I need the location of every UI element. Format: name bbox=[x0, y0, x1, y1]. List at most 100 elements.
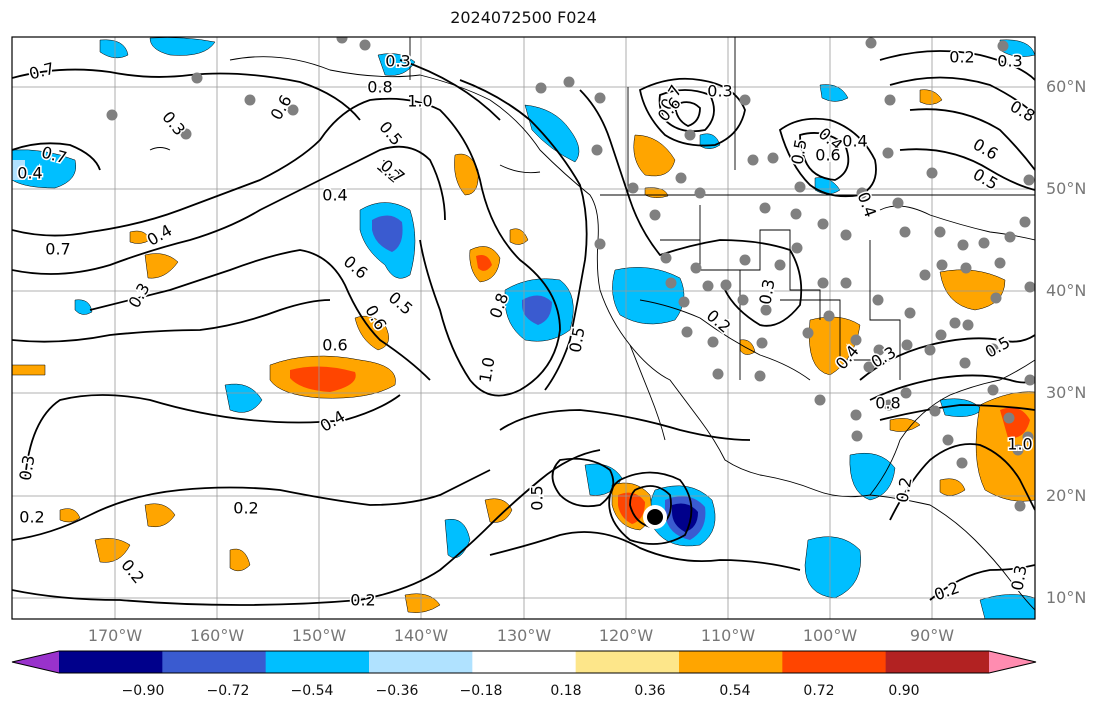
map-frame bbox=[11, 36, 1036, 620]
colorbar-segment bbox=[59, 651, 163, 673]
map-title: 2024072500 F024 bbox=[450, 8, 597, 27]
negative-anomaly-area bbox=[377, 53, 416, 76]
contour-label: 0.2 bbox=[892, 476, 915, 504]
contour-label: 0.7 bbox=[27, 59, 57, 84]
colorbar-tick: 0.18 bbox=[550, 683, 582, 699]
positive-anomaly-area bbox=[939, 478, 966, 496]
contour-label: 0.3 bbox=[755, 278, 778, 306]
lon-label-150w: 150°W bbox=[291, 626, 347, 645]
colorbar-tick: 0.90 bbox=[888, 683, 920, 699]
lon-label-120w: 120°W bbox=[598, 626, 654, 645]
lon-label-100w: 100°W bbox=[802, 626, 858, 645]
contour-label: 0.6 bbox=[322, 336, 347, 355]
positive-anomaly-area bbox=[354, 315, 389, 351]
negative-anomaly-area bbox=[12, 149, 77, 189]
positive-anomaly-area bbox=[509, 228, 529, 245]
contour-label: 1.0 bbox=[1007, 435, 1032, 454]
negative-anomaly-area bbox=[149, 37, 216, 56]
positive-anomaly-area bbox=[889, 418, 921, 432]
positive-anomaly-area bbox=[290, 366, 356, 392]
contour-label: 0.4 bbox=[317, 407, 349, 436]
colorbar-segment bbox=[679, 651, 783, 673]
contour-label: 0.2 bbox=[703, 306, 735, 337]
lon-label-140w: 140°W bbox=[393, 626, 449, 645]
negative-anomaly-area bbox=[979, 594, 1035, 619]
positive-anomaly-area bbox=[404, 593, 441, 613]
positive-anomaly-area bbox=[633, 134, 676, 177]
positive-anomaly-area bbox=[12, 364, 46, 376]
colorbar-segment bbox=[162, 651, 267, 673]
colorbar-tick: −0.36 bbox=[375, 683, 419, 699]
colorbar-segment bbox=[782, 651, 887, 673]
colorbar-segment bbox=[885, 651, 990, 673]
contour-label: 0.5 bbox=[375, 118, 406, 150]
colorbar-tick: 0.72 bbox=[803, 683, 835, 699]
colorbar-extend-min bbox=[12, 651, 59, 673]
colorbar-tick: 0.54 bbox=[719, 683, 751, 699]
negative-anomaly-area bbox=[849, 452, 896, 501]
lon-label-130w: 130°W bbox=[496, 626, 552, 645]
shading-layer bbox=[12, 37, 1035, 619]
positive-anomaly-area bbox=[476, 255, 492, 271]
negative-anomaly-area bbox=[819, 84, 849, 102]
negative-anomaly-area bbox=[99, 39, 129, 59]
contour-label: 0.6 bbox=[267, 92, 296, 124]
colorbar-segment bbox=[472, 651, 577, 673]
positive-anomaly-area bbox=[919, 89, 943, 105]
contour-label: 0.4 bbox=[842, 132, 867, 151]
positive-anomaly-area bbox=[484, 498, 513, 523]
contour-label: 0.8 bbox=[1007, 97, 1039, 126]
contour-label: 0.2 bbox=[19, 508, 44, 527]
colorbar-tick: −0.90 bbox=[121, 683, 165, 699]
positive-anomaly-area bbox=[59, 508, 81, 523]
contour-label: 0.6 bbox=[340, 252, 372, 283]
negative-anomaly-area bbox=[522, 295, 552, 325]
contour-label: 0.4 bbox=[17, 164, 42, 183]
negative-anomaly-area bbox=[444, 518, 471, 559]
lon-label-160w: 160°W bbox=[189, 626, 245, 645]
contour-label: 0.3 bbox=[385, 52, 410, 71]
lat-label-60n: 60°N bbox=[1046, 77, 1087, 96]
contour-label: 0.3 bbox=[1007, 564, 1030, 592]
contour-label: 0.5 bbox=[982, 333, 1014, 362]
station-dots bbox=[106, 37, 1035, 512]
negative-anomaly-area bbox=[372, 215, 403, 252]
contour-label: 1.0 bbox=[407, 92, 432, 111]
lon-label-90w: 90°W bbox=[909, 626, 955, 645]
negative-anomaly-area bbox=[524, 104, 580, 163]
contour-label: 0.2 bbox=[949, 48, 974, 67]
lat-label-40n: 40°N bbox=[1046, 281, 1087, 300]
map-content: 0.30.70.81.00.60.30.40.51.20.70.40.60.40… bbox=[12, 37, 1039, 619]
positive-anomaly-area bbox=[809, 316, 861, 376]
positive-anomaly-area bbox=[229, 548, 251, 572]
storm-center-marker bbox=[643, 505, 667, 529]
negative-anomaly-area bbox=[12, 160, 25, 180]
positive-anomaly-area bbox=[939, 269, 1006, 311]
positive-anomaly-area bbox=[144, 503, 176, 528]
lon-label-110w: 110°W bbox=[700, 626, 756, 645]
contour-label: 0.6 bbox=[815, 146, 840, 165]
lat-label-20n: 20°N bbox=[1046, 486, 1087, 505]
contour-label: 0.4 bbox=[322, 186, 347, 205]
contour-label: 0.5 bbox=[787, 138, 810, 166]
negative-anomaly-area bbox=[74, 299, 93, 315]
negative-anomaly-area bbox=[699, 133, 721, 149]
contour-label: 0.2 bbox=[233, 499, 258, 518]
positive-anomaly-area bbox=[94, 538, 131, 563]
contour-label: 0.3 bbox=[15, 454, 38, 482]
negative-anomaly-area bbox=[804, 536, 861, 599]
contour-label: 0.5 bbox=[528, 485, 547, 510]
colorbar-extend-max bbox=[989, 651, 1036, 673]
contour-label: 0.3 bbox=[125, 280, 154, 312]
contour-label: 0.7 bbox=[45, 240, 70, 259]
positive-anomaly-area bbox=[739, 339, 756, 355]
lon-label-170w: 170°W bbox=[87, 626, 143, 645]
contour-label: 0.6 bbox=[970, 135, 1002, 164]
lat-label-50n: 50°N bbox=[1046, 179, 1087, 198]
colorbar-tick: −0.72 bbox=[206, 683, 250, 699]
colorbar-segment bbox=[575, 651, 680, 673]
colorbar-tick: −0.18 bbox=[459, 683, 503, 699]
colorbar bbox=[11, 650, 1037, 674]
contour-label: 0.2 bbox=[117, 556, 148, 588]
